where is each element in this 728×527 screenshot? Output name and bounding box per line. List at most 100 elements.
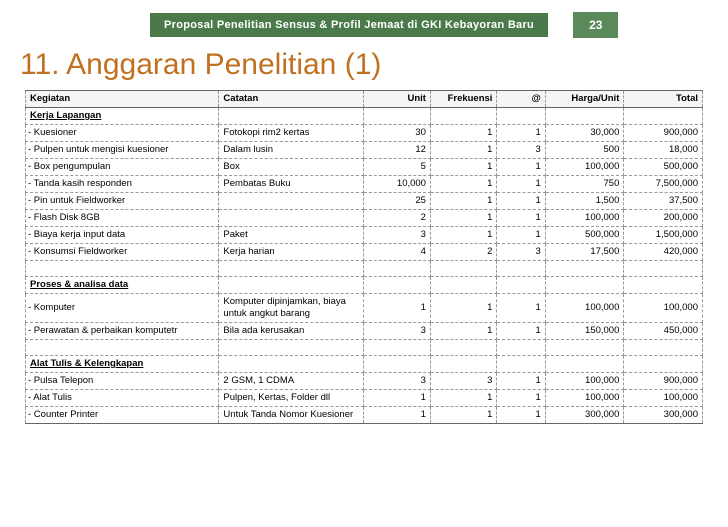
table-row: - Pin untuk Fieldworker25111,50037,500 [26, 193, 703, 210]
cell-catatan: Pembatas Buku [219, 176, 364, 193]
table-row: - Flash Disk 8GB211100,000200,000 [26, 210, 703, 227]
blank-cell [497, 261, 545, 277]
cell-total: 100,000 [624, 294, 703, 323]
cell-frekuensi: 1 [430, 159, 496, 176]
cell [624, 277, 703, 294]
cell-harga: 100,000 [545, 390, 624, 407]
cell-at: 1 [497, 176, 545, 193]
blank-cell [624, 261, 703, 277]
cell-catatan: Fotokopi rim2 kertas [219, 125, 364, 142]
cell [430, 356, 496, 373]
cell-frekuensi: 1 [430, 407, 496, 424]
cell-harga: 100,000 [545, 294, 624, 323]
cell-frekuensi: 3 [430, 373, 496, 390]
table-row: - Pulpen untuk mengisi kuesionerDalam lu… [26, 142, 703, 159]
cell-unit: 12 [364, 142, 430, 159]
blank-cell [545, 340, 624, 356]
cell-harga: 17,500 [545, 244, 624, 261]
cell-frekuensi: 2 [430, 244, 496, 261]
blank-cell [497, 340, 545, 356]
table-row [26, 340, 703, 356]
cell-catatan: Bila ada kerusakan [219, 323, 364, 340]
cell [545, 356, 624, 373]
cell-at: 1 [497, 193, 545, 210]
col-at: @ [497, 91, 545, 108]
cell-unit: 3 [364, 373, 430, 390]
table-row: - Biaya kerja input dataPaket311500,0001… [26, 227, 703, 244]
cell-unit: 25 [364, 193, 430, 210]
cell-catatan [219, 210, 364, 227]
page-title: 11. Anggaran Penelitian (1) [20, 48, 728, 82]
cell-at: 1 [497, 294, 545, 323]
table-row: - Alat TulisPulpen, Kertas, Folder dll11… [26, 390, 703, 407]
blank-cell [430, 261, 496, 277]
cell-unit: 2 [364, 210, 430, 227]
cell-frekuensi: 1 [430, 193, 496, 210]
cell-frekuensi: 1 [430, 210, 496, 227]
cell-catatan: 2 GSM, 1 CDMA [219, 373, 364, 390]
table-row: - KuesionerFotokopi rim2 kertas301130,00… [26, 125, 703, 142]
cell-kegiatan: - Pulsa Telepon [26, 373, 219, 390]
cell-unit: 5 [364, 159, 430, 176]
col-total: Total [624, 91, 703, 108]
cell-at: 1 [497, 407, 545, 424]
blank-cell [430, 340, 496, 356]
cell-at: 3 [497, 142, 545, 159]
section-label: Proses & analisa data [26, 277, 219, 294]
cell-kegiatan: - Flash Disk 8GB [26, 210, 219, 227]
header-page-number: 23 [573, 12, 618, 38]
cell-kegiatan: - Komputer [26, 294, 219, 323]
cell-harga: 500 [545, 142, 624, 159]
cell-total: 200,000 [624, 210, 703, 227]
cell-frekuensi: 1 [430, 390, 496, 407]
cell-total: 37,500 [624, 193, 703, 210]
cell-unit: 1 [364, 390, 430, 407]
cell-harga: 500,000 [545, 227, 624, 244]
cell [497, 277, 545, 294]
blank-cell [26, 340, 219, 356]
cell-total: 900,000 [624, 373, 703, 390]
cell-at: 1 [497, 390, 545, 407]
cell-catatan: Pulpen, Kertas, Folder dll [219, 390, 364, 407]
col-unit: Unit [364, 91, 430, 108]
cell-catatan: Kerja harian [219, 244, 364, 261]
cell-harga: 30,000 [545, 125, 624, 142]
cell-kegiatan: - Konsumsi Fieldworker [26, 244, 219, 261]
cell-harga: 1,500 [545, 193, 624, 210]
cell-frekuensi: 1 [430, 176, 496, 193]
cell-unit: 1 [364, 407, 430, 424]
cell-unit: 3 [364, 227, 430, 244]
cell-at: 1 [497, 210, 545, 227]
cell-unit: 10,000 [364, 176, 430, 193]
blank-cell [364, 261, 430, 277]
cell-total: 300,000 [624, 407, 703, 424]
cell-catatan: Untuk Tanda Nomor Kuesioner [219, 407, 364, 424]
table-row: - Konsumsi FieldworkerKerja harian42317,… [26, 244, 703, 261]
cell-catatan [219, 193, 364, 210]
table-row: Kerja Lapangan [26, 108, 703, 125]
cell-harga: 100,000 [545, 159, 624, 176]
cell-total: 1,500,000 [624, 227, 703, 244]
blank-cell [219, 340, 364, 356]
col-harga: Harga/Unit [545, 91, 624, 108]
cell [364, 108, 430, 125]
cell-harga: 750 [545, 176, 624, 193]
cell-frekuensi: 1 [430, 125, 496, 142]
section-label: Alat Tulis & Kelengkapan [26, 356, 219, 373]
cell [364, 356, 430, 373]
table-row: - Tanda kasih respondenPembatas Buku10,0… [26, 176, 703, 193]
cell-harga: 100,000 [545, 210, 624, 227]
cell [219, 108, 364, 125]
cell-total: 900,000 [624, 125, 703, 142]
blank-cell [624, 340, 703, 356]
cell-catatan: Paket [219, 227, 364, 244]
cell-total: 450,000 [624, 323, 703, 340]
table-row [26, 261, 703, 277]
slide-header: Proposal Penelitian Sensus & Profil Jema… [150, 12, 728, 38]
cell-unit: 4 [364, 244, 430, 261]
cell-at: 1 [497, 125, 545, 142]
table-header-row: Kegiatan Catatan Unit Frekuensi @ Harga/… [26, 91, 703, 108]
cell-at: 1 [497, 373, 545, 390]
cell-harga: 100,000 [545, 373, 624, 390]
cell-harga: 300,000 [545, 407, 624, 424]
